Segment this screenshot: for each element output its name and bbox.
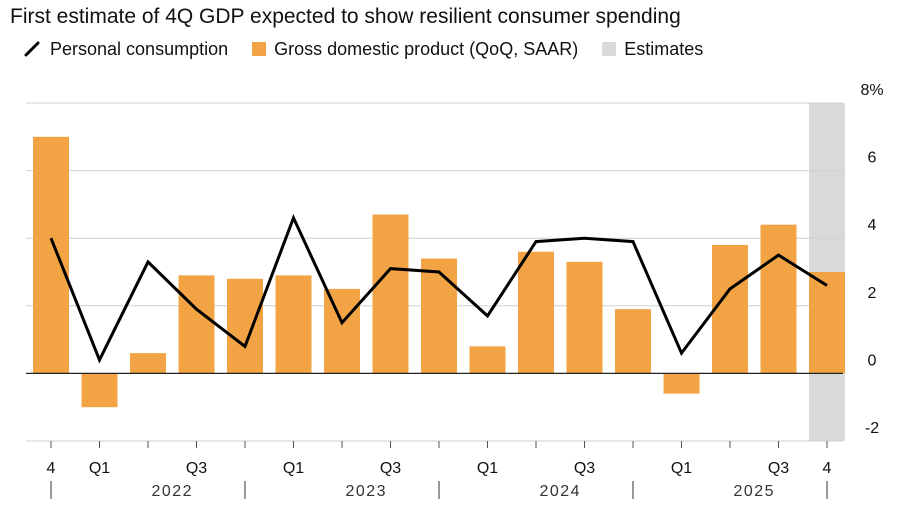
legend-item-gdp: Gross domestic product (QoQ, SAAR): [252, 39, 578, 60]
x-tick-label: Q1: [477, 460, 498, 477]
gdp-bar: [615, 309, 651, 374]
y-tick-label: 2: [868, 285, 877, 302]
year-label: 2022: [151, 483, 193, 500]
x-tick-label: Q3: [768, 460, 789, 477]
x-tick-label: 4: [47, 460, 56, 477]
year-label: 2023: [345, 483, 387, 500]
gdp-bar: [227, 278, 263, 374]
gdp-bar: [809, 272, 845, 374]
x-tick-label: Q3: [574, 460, 595, 477]
gdp-bar: [663, 373, 700, 394]
legend-gdp-label: Gross domestic product (QoQ, SAAR): [274, 38, 579, 59]
x-tick-label: Q1: [671, 460, 692, 477]
gdp-bar: [712, 244, 748, 374]
legend-consumption-label: Personal consumption: [50, 38, 229, 59]
y-tick-label: -2: [865, 420, 879, 437]
estimates-swatch-icon: [602, 42, 617, 56]
consumption-line: [49, 214, 828, 364]
gdp-swatch-icon: [252, 42, 267, 56]
y-tick-label: 6: [868, 150, 877, 167]
x-tick-label: Q3: [186, 460, 207, 477]
gdp-bar: [469, 346, 506, 374]
legend-estimates-label: Estimates: [624, 38, 704, 59]
x-tick-label: Q3: [380, 460, 401, 477]
y-tick-label: 4: [868, 217, 877, 234]
legend-item-consumption: Personal consumption: [24, 39, 228, 60]
gdp-bar: [275, 275, 312, 374]
gdp-bar: [372, 214, 409, 374]
x-tick-label: Q1: [283, 460, 304, 477]
year-label: 2024: [539, 483, 581, 500]
gdp-bar: [178, 275, 215, 374]
gdp-bar: [33, 136, 69, 374]
legend-item-estimates: Estimates: [602, 39, 703, 60]
gdp-bar: [130, 353, 166, 374]
x-tick-label: Q1: [89, 460, 110, 477]
legend: Personal consumption Gross domestic prod…: [24, 38, 727, 60]
line-series-icon: [24, 41, 40, 57]
y-tick-label: 8%: [860, 82, 883, 99]
gdp-bar: [760, 224, 797, 374]
year-label: 2025: [733, 483, 775, 500]
gdp-bar: [324, 288, 360, 374]
x-tick-label: 4: [823, 460, 832, 477]
gdp-bar: [421, 258, 457, 374]
gdp-bar: [566, 261, 603, 374]
gdp-bar: [518, 251, 554, 374]
y-tick-label: 0: [868, 352, 877, 369]
gdp-bar: [81, 373, 118, 408]
chart-title: First estimate of 4Q GDP expected to sho…: [10, 5, 681, 28]
